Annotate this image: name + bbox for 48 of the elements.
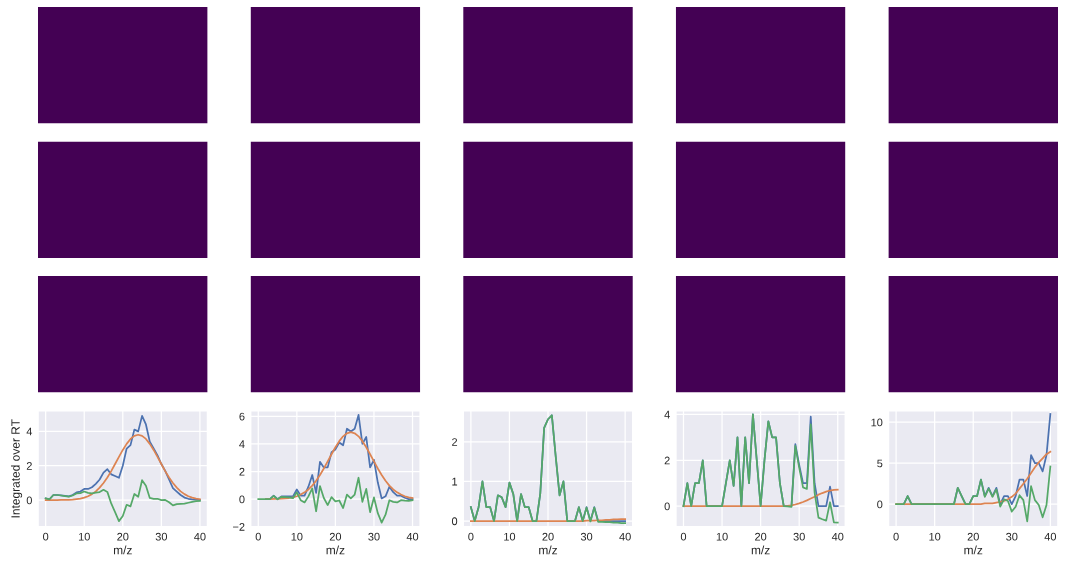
x-tick-label: 20 — [329, 532, 342, 541]
x-axis-title: m/z — [326, 545, 345, 555]
y-tick-label: 0 — [664, 502, 670, 511]
x-tick-label: 10 — [504, 532, 516, 541]
x-tick-label: 10 — [716, 532, 728, 541]
x-axis-title: m/z — [539, 545, 558, 555]
y-tick-label: 4 — [239, 440, 245, 448]
y-tick-label: 5 — [877, 459, 883, 468]
y-tick-label: 0 — [451, 517, 458, 526]
x-tick-label: 10 — [291, 532, 303, 541]
y-tick-label: 10 — [871, 418, 883, 427]
x-tick-label: 40 — [406, 532, 419, 541]
x-tick-label: 20 — [755, 532, 767, 541]
x-tick-label: 20 — [117, 532, 129, 541]
y-tick-label: 4 — [26, 427, 33, 436]
x-tick-label: 0 — [255, 532, 261, 541]
y-tick-label: 0 — [26, 496, 32, 505]
x-tick-label: 0 — [468, 532, 474, 541]
x-tick-label: 0 — [893, 532, 899, 541]
y-tick-label: 1 — [452, 477, 458, 486]
y-tick-label: 2 — [26, 462, 32, 470]
x-tick-label: 40 — [831, 532, 844, 541]
y-tick-label: 6 — [239, 412, 245, 421]
x-tick-label: 20 — [542, 532, 554, 541]
y-tick-label: 2 — [239, 467, 245, 476]
x-tick-label: 0 — [43, 532, 49, 541]
x-tick-label: 0 — [680, 532, 687, 541]
y-tick-label: 4 — [664, 410, 670, 419]
y-tick-label: 0 — [239, 495, 245, 504]
x-tick-label: 20 — [967, 532, 979, 541]
x-tick-label: 40 — [1044, 532, 1057, 541]
y-tick-label: 2 — [452, 438, 458, 446]
x-tick-label: 30 — [155, 532, 168, 541]
x-tick-label: 30 — [580, 532, 593, 541]
x-tick-label: 30 — [368, 532, 380, 541]
x-tick-label: 30 — [1006, 532, 1018, 541]
y-tick-label: 0 — [877, 500, 883, 509]
x-axis-title: m/z — [964, 545, 983, 555]
y-axis-title: Integrated over RT — [10, 419, 23, 518]
y-tick-label: −2 — [233, 523, 245, 531]
x-tick-label: 30 — [793, 532, 805, 541]
x-axis-title: m/z — [751, 545, 770, 555]
x-tick-label: 10 — [78, 532, 90, 541]
x-tick-label: 40 — [619, 532, 631, 541]
x-tick-label: 40 — [194, 532, 206, 541]
x-axis-title: m/z — [113, 545, 132, 555]
x-tick-label: 10 — [929, 532, 941, 541]
y-tick-label: 2 — [664, 456, 670, 465]
